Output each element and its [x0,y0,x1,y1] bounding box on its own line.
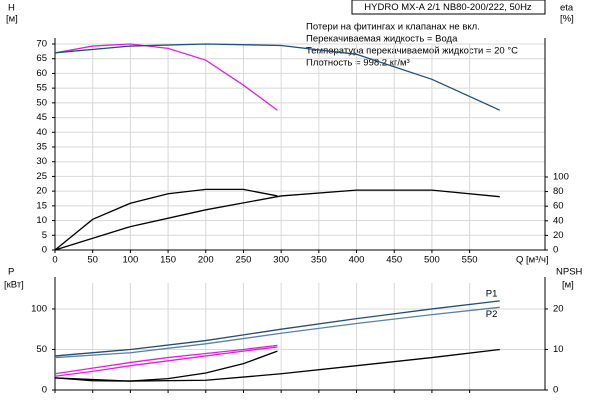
y2-label: eta [560,3,574,14]
y-tick-label: 65 [36,53,47,64]
legend-label: P1 [486,288,498,299]
y2-tick-label: 100 [553,171,569,182]
annotation: Потери на фитингах и клапанах не вкл. [306,22,480,33]
annotation: Температура перекачиваемой жидкости = 20… [306,46,518,57]
y-tick-label: 25 [36,171,47,182]
y-tick-label: 0 [42,245,47,256]
y-tick-label: 35 [36,142,47,153]
y-tick-label: 55 [36,83,47,94]
x-label: Q [м³/ч] [516,255,549,266]
x-tick-label: 200 [198,255,214,266]
y2-tick-label: 0 [553,245,558,256]
legend-label: P2 [486,309,498,320]
y-tick-label: 40 [36,127,47,138]
curve [54,344,278,375]
y-tick-label: 20 [36,186,47,197]
y-tick-label: 60 [36,68,47,79]
chart-title: HYDRO MX-A 2/1 NB80-200/222, 50Hz [364,2,532,13]
curve [54,43,501,111]
title-box [351,0,546,15]
x-tick-label: 450 [386,255,402,266]
x-tick-label: 400 [349,255,365,266]
x-tick-label: 300 [273,255,289,266]
x-tick-label: 250 [236,255,252,266]
y-tick-label: 30 [36,156,47,167]
y2-tick-label: 80 [553,186,564,197]
y2-unit: [м] [562,280,574,291]
curve [54,189,500,251]
y2-tick-label: 20 [553,303,564,314]
curve [54,306,500,359]
y2-tick-label: 20 [553,230,564,241]
x-tick-label: 350 [311,255,327,266]
annotation: Перекачиваемая жидкость = Вода [306,34,458,45]
y-unit: [м] [6,14,18,25]
x-tick-label: 0 [52,255,57,266]
y-tick-label: 100 [31,303,47,314]
x-tick-label: 500 [424,255,440,266]
x-tick-label: 150 [160,255,176,266]
curve [54,350,278,382]
curve [54,188,278,251]
y-tick-label: 50 [36,97,47,108]
y2-tick-label: 10 [553,344,564,355]
x-tick-label: 50 [87,255,98,266]
y2-tick-label: 60 [553,201,564,212]
x-tick-label: 550 [462,255,478,266]
y2-unit: [%] [560,14,574,25]
y2-label: NPSH [556,267,583,278]
annotation: Плотность = 998.2 кг/м³ [306,58,410,69]
y-tick-label: 10 [36,215,47,226]
curve [54,300,500,357]
curve [54,346,278,377]
y-tick-label: 45 [36,112,47,123]
curve [54,43,278,111]
y-tick-label: 5 [42,230,47,241]
curve [54,348,500,382]
y-label: P [8,267,14,278]
y-tick-label: 0 [42,385,47,396]
y-tick-label: 70 [36,39,47,50]
y-tick-label: 15 [36,200,47,211]
y2-tick-label: 40 [553,215,564,226]
y-unit: [кВт] [4,280,24,291]
y2-tick-label: 0 [553,385,558,396]
y-tick-label: 50 [36,344,47,355]
y-label: H [8,3,15,14]
x-tick-label: 100 [122,255,138,266]
